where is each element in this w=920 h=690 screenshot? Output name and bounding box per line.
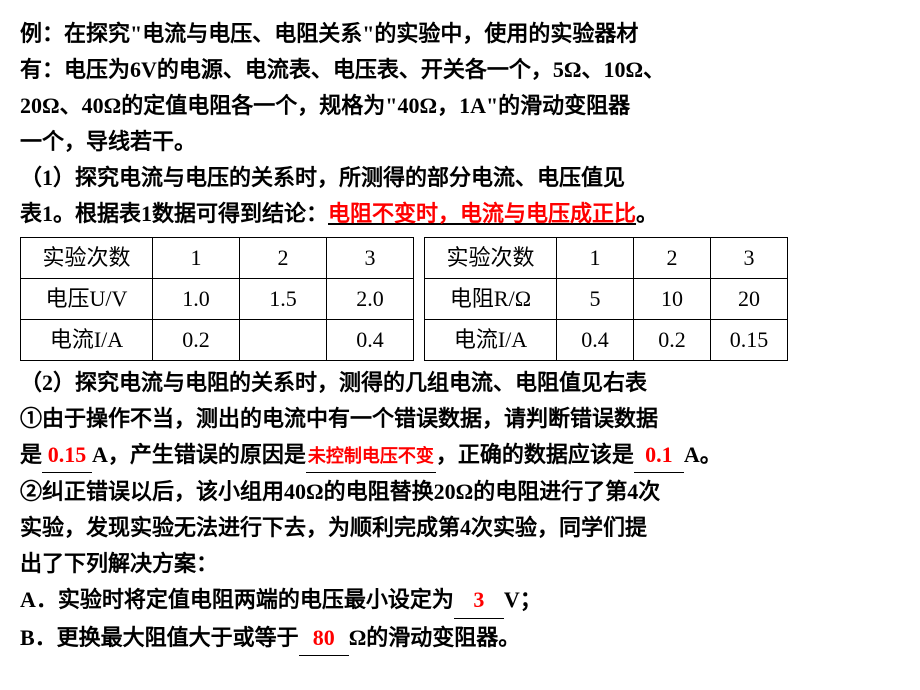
table-1: 实验次数 1 2 3 电压U/V 1.0 1.5 2.0 电流I/A 0.2 0… [20,237,414,361]
option-a: A．实验时将定值电阻两端的电压最小设定为 3 V； [20,583,900,618]
q2-sub2-l2: 实验，发现实验无法进行下去，为顺利完成第4次实验，同学们提 [20,511,900,545]
optB-b: Ω的滑动变阻器。 [349,625,521,650]
t1-r2c3: 0.4 [327,319,414,360]
table-row: 实验次数 1 2 3 [425,237,788,278]
q1-line2a: 表1。根据表1数据可得到结论： [20,201,328,226]
t1-r1c2: 1.5 [240,278,327,319]
table-row: 电流I/A 0.4 0.2 0.15 [425,319,788,360]
intro-line2: 有：电压为6V的电源、电流表、电压表、开关各一个，5Ω、10Ω、 [20,53,900,87]
q2-ans1: 0.15 [48,442,87,467]
ans-b: 80 [313,625,335,650]
table-row: 电阻R/Ω 5 10 20 [425,278,788,319]
t1-r1c1: 1.0 [153,278,240,319]
tables-container: 实验次数 1 2 3 电压U/V 1.0 1.5 2.0 电流I/A 0.2 0… [20,237,900,361]
t1-r2c2 [240,319,327,360]
q2-ans3: 0.1 [645,442,673,467]
t2-h1: 1 [557,237,634,278]
intro-line4: 一个，导线若干。 [20,125,900,159]
q2-s1-b1: 是 [20,442,42,467]
t2-h0: 实验次数 [425,237,557,278]
q2-ans2: 未控制电压不变 [308,446,434,466]
q2-sub1-line1: ①由于操作不当，测出的电流中有一个错误数据，请判断错误数据 [20,402,900,436]
q1-line2: 表1。根据表1数据可得到结论：电阻不变时，电流与电压成正比。 [20,197,900,231]
t2-r1c3: 20 [711,278,788,319]
t2-h2: 2 [634,237,711,278]
t2-r1c0: 电阻R/Ω [425,278,557,319]
t1-r1c0: 电压U/V [21,278,153,319]
t1-r2c0: 电流I/A [21,319,153,360]
q2-sub1-line2: 是0.15A，产生错误的原因是未控制电压不变，正确的数据应该是 0.1 A。 [20,438,900,473]
intro-line1: 例：在探究"电流与电压、电阻关系"的实验中，使用的实验器材 [20,17,900,51]
q1-line1: （1）探究电流与电压的关系时，所测得的部分电流、电压值见 [20,161,900,195]
q2-intro: （2）探究电流与电阻的关系时，测得的几组电流、电阻值见右表 [20,366,900,400]
q1-answer: 电阻不变时，电流与电压成正比 [328,201,636,226]
table-row: 实验次数 1 2 3 [21,237,414,278]
t2-r2c1: 0.4 [557,319,634,360]
t2-r1c1: 5 [557,278,634,319]
option-b: B．更换最大阻值大于或等于 80 Ω的滑动变阻器。 [20,621,900,656]
optA-a: A．实验时将定值电阻两端的电压最小设定为 [20,587,454,612]
q2-sub2-l3: 出了下列解决方案： [20,547,900,581]
q2-s1-b4: A。 [684,442,722,467]
t1-h1: 1 [153,237,240,278]
optB-a: B．更换最大阻值大于或等于 [20,625,299,650]
q2-sub2-l1: ②纠正错误以后，该小组用40Ω的电阻替换20Ω的电阻进行了第4次 [20,475,900,509]
table-2: 实验次数 1 2 3 电阻R/Ω 5 10 20 电流I/A 0.4 0.2 0… [424,237,788,361]
table-row: 电压U/V 1.0 1.5 2.0 [21,278,414,319]
t1-h2: 2 [240,237,327,278]
t1-h0: 实验次数 [21,237,153,278]
t2-r2c2: 0.2 [634,319,711,360]
t2-r1c2: 10 [634,278,711,319]
t2-r2c0: 电流I/A [425,319,557,360]
t2-h3: 3 [711,237,788,278]
t1-h3: 3 [327,237,414,278]
t1-r2c1: 0.2 [153,319,240,360]
optA-b: V； [504,587,542,612]
q2-s1-b3: ，正确的数据应该是 [436,442,634,467]
intro-line3: 20Ω、40Ω的定值电阻各一个，规格为"40Ω，1A"的滑动变阻器 [20,89,900,123]
q2-s1-b2: A，产生错误的原因是 [92,442,306,467]
ans-a: 3 [473,587,484,612]
table-row: 电流I/A 0.2 0.4 [21,319,414,360]
t1-r1c3: 2.0 [327,278,414,319]
t2-r2c3: 0.15 [711,319,788,360]
q1-line2b: 。 [636,201,658,226]
